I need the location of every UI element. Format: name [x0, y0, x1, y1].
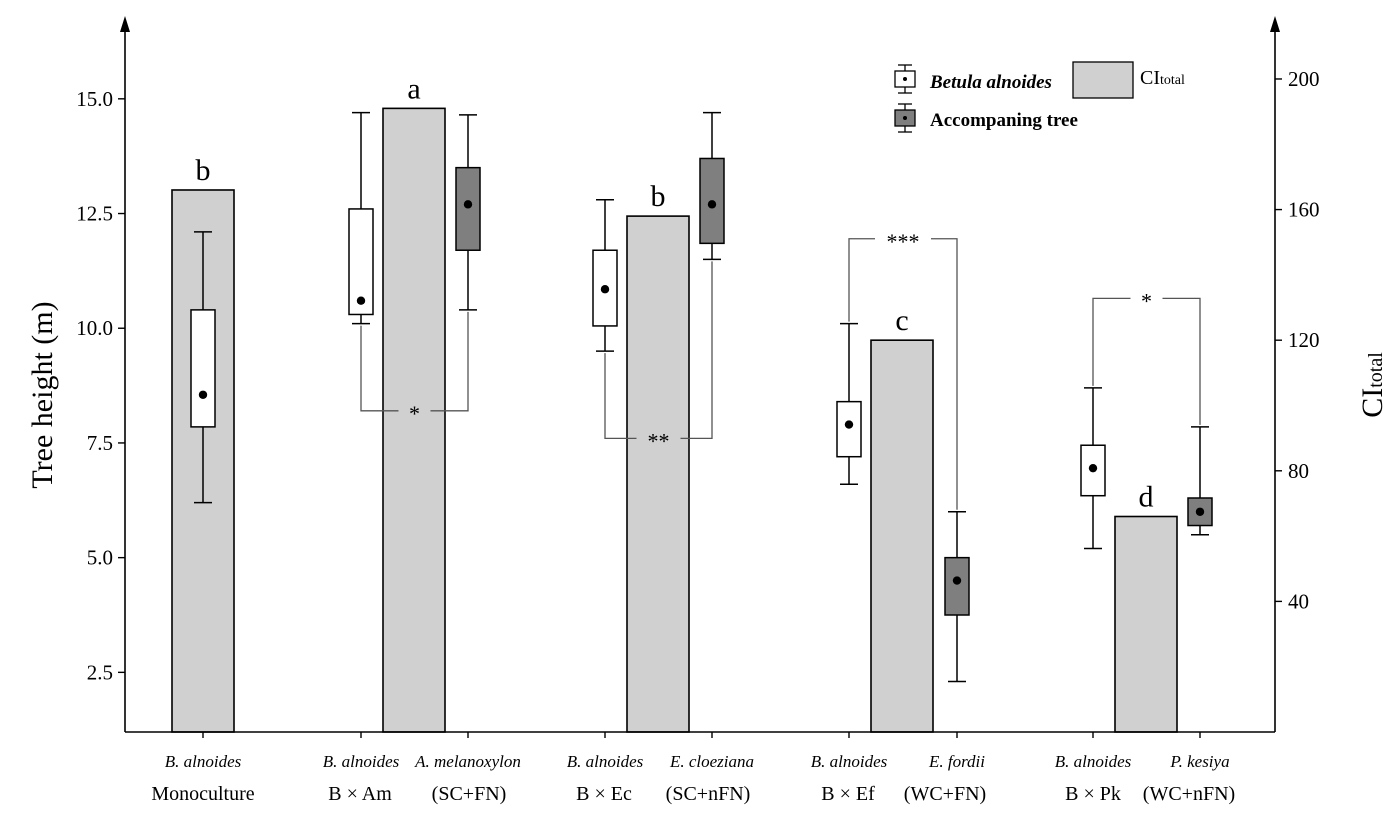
significance-letter: b — [651, 180, 666, 213]
significance-stars: *** — [887, 229, 920, 254]
category-species-label: B. alnoides — [323, 752, 400, 771]
significance-stars: * — [1141, 288, 1152, 313]
left-axis-title: Tree height (m) — [26, 301, 59, 488]
ci-bar — [870, 339, 934, 733]
mean-dot — [844, 420, 854, 429]
ci-bars-layer — [171, 107, 1178, 733]
ci-bar — [1114, 515, 1178, 733]
axes-layer: B. alnoides Monoculture B. alnoides A. mela… — [26, 16, 1389, 805]
mean-dot — [1088, 463, 1098, 473]
right-tick-label: 40 — [1288, 589, 1309, 613]
legend-dot — [903, 116, 907, 120]
mean-dot — [198, 390, 208, 399]
left-tick-label: 2.5 — [87, 660, 113, 684]
right-tick-label: 160 — [1288, 198, 1320, 222]
right-axis-title-sub: total — [1365, 352, 1387, 388]
left-tick-label: 10.0 — [76, 316, 113, 340]
significance-bracket-right — [931, 238, 958, 510]
significance-bracket-right — [1162, 297, 1201, 425]
left-tick-label: 5.0 — [87, 546, 113, 570]
box-iqr — [1080, 444, 1106, 497]
mean-dot — [707, 200, 717, 209]
significance-bracket-right — [430, 311, 469, 412]
legend-label-ci-main: CI — [1140, 67, 1160, 89]
significance-letter: a — [407, 72, 420, 105]
group-label: B × Ec — [576, 783, 632, 805]
right-tick-label: 120 — [1288, 328, 1320, 352]
category-species-label: P. kesiya — [1169, 752, 1229, 771]
left-tick-label: 7.5 — [87, 431, 113, 455]
legend-label-ci: CItotal — [1140, 67, 1185, 89]
significance-letter: c — [895, 304, 908, 337]
left-tick-label: 15.0 — [76, 87, 113, 111]
right-tick-label: 80 — [1288, 459, 1309, 483]
category-species-label: B. alnoides — [165, 752, 242, 771]
boxplots-layer — [190, 111, 1213, 683]
legend-label-accompanying: Accompaning tree — [930, 110, 1078, 131]
box-iqr — [455, 166, 481, 251]
legend-ci-swatch — [1072, 61, 1134, 99]
significance-stars: * — [409, 401, 420, 426]
right-axis-title-main: CI — [1356, 388, 1389, 418]
treatment-label: (SC+FN) — [432, 783, 507, 805]
ci-bar — [626, 215, 690, 733]
category-species-label: E. fordii — [928, 752, 985, 771]
mean-dot — [356, 296, 366, 305]
mean-dot — [952, 576, 962, 585]
right-axis-arrow-icon — [1270, 16, 1280, 32]
significance-bracket-right — [680, 261, 713, 440]
box-iqr — [190, 309, 216, 428]
category-species-label: E. cloeziana — [669, 752, 754, 771]
group-label: Monoculture — [151, 783, 254, 805]
category-species-label: B. alnoides — [1055, 752, 1132, 771]
right-tick-label: 200 — [1288, 67, 1320, 91]
legend-label-betula: Betula alnoides — [929, 72, 1052, 93]
group-label: B × Pk — [1065, 783, 1121, 805]
significance-letter: b — [196, 154, 211, 187]
group-label: B × Ef — [821, 783, 875, 805]
annotations-layer: b a * b ** c *** d * — [196, 72, 1201, 514]
legend-label-ci-sub: total — [1160, 73, 1185, 88]
right-axis-title: CItotal — [1356, 352, 1389, 418]
treatment-label: (WC+FN) — [904, 783, 986, 805]
treatment-label: (WC+nFN) — [1143, 783, 1235, 805]
mean-dot — [600, 285, 610, 294]
treatment-label: (SC+nFN) — [666, 783, 751, 805]
box-iqr — [836, 400, 862, 458]
category-species-label: B. alnoides — [811, 752, 888, 771]
group-label: B × Am — [328, 783, 392, 805]
category-species-label: A. melanoxylon — [414, 752, 521, 771]
significance-letter: d — [1139, 481, 1154, 514]
significance-bracket-left — [1092, 297, 1131, 386]
significance-stars: ** — [648, 428, 670, 453]
left-tick-label: 12.5 — [76, 202, 113, 226]
significance-bracket-left — [604, 353, 637, 440]
ci-bar — [382, 107, 446, 733]
significance-bracket-left — [360, 325, 399, 412]
left-axis-arrow-icon — [120, 16, 130, 32]
category-species-label: B. alnoides — [567, 752, 644, 771]
mean-dot — [463, 200, 473, 209]
legend: Betula alnoides Accompaning tree CItotal — [894, 61, 1185, 133]
significance-bracket-left — [848, 238, 875, 322]
box-iqr — [944, 556, 970, 616]
legend-dot — [903, 77, 907, 81]
mean-dot — [1195, 507, 1205, 516]
